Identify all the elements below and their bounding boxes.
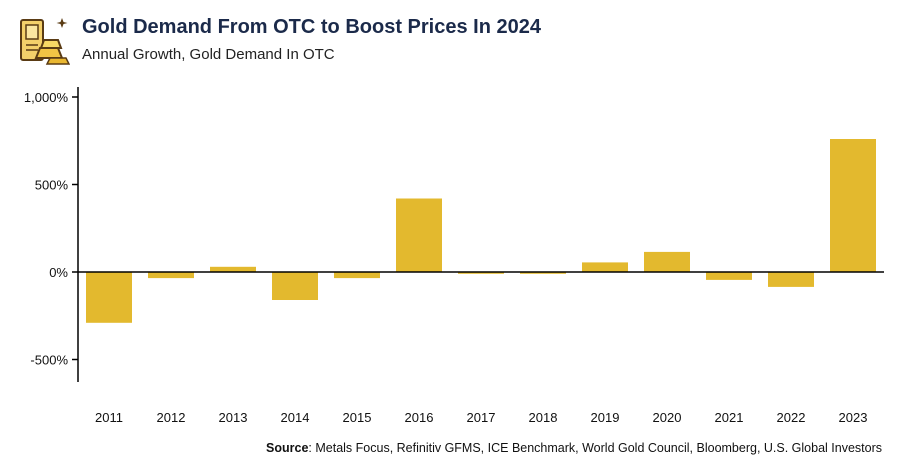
bar-2014 xyxy=(272,272,318,300)
x-tick-label: 2021 xyxy=(715,410,744,425)
y-axis: -500% 0% 500% 1,000% xyxy=(24,87,884,382)
source-label: Source xyxy=(266,441,309,455)
y-tick-label: -500% xyxy=(30,353,68,368)
x-tick-label: 2011 xyxy=(95,410,123,425)
bar-2023 xyxy=(830,139,876,272)
x-tick-label: 2012 xyxy=(157,410,186,425)
x-tick-label: 2018 xyxy=(529,410,558,425)
bar-2013 xyxy=(210,266,256,273)
y-tick-label: 500% xyxy=(35,178,69,193)
bar-2017 xyxy=(458,272,504,274)
bar-2018 xyxy=(520,272,566,274)
bar-2020 xyxy=(644,251,690,272)
bar-2019 xyxy=(582,262,628,272)
bar-2022 xyxy=(768,272,814,287)
x-tick-label: 2013 xyxy=(219,410,248,425)
x-tick-label: 2023 xyxy=(839,410,868,425)
x-tick-label: 2017 xyxy=(467,410,496,425)
y-tick-label: 0% xyxy=(49,265,68,280)
x-axis-labels: 2011 2012 2013 2014 2015 2016 2017 2018 2019 2020… xyxy=(95,410,867,425)
x-tick-label: 2016 xyxy=(405,410,434,425)
page-title: Gold Demand From OTC to Boost Prices In … xyxy=(82,16,541,38)
bar-2015 xyxy=(334,272,380,279)
source-text: : Metals Focus, Refinitiv GFMS, ICE Benc… xyxy=(308,441,882,455)
bar-2021 xyxy=(706,272,752,280)
chart-header: Gold Demand From OTC to Boost Prices In … xyxy=(18,10,898,66)
bar-2016 xyxy=(396,198,442,272)
gold-bars-icon xyxy=(20,18,70,65)
x-tick-label: 2015 xyxy=(343,410,372,425)
x-tick-label: 2014 xyxy=(281,410,310,425)
bar-2011 xyxy=(86,272,132,323)
page-subtitle: Annual Growth, Gold Demand In OTC xyxy=(82,46,335,63)
y-tick-label: 1,000% xyxy=(24,90,69,105)
x-tick-label: 2022 xyxy=(777,410,806,425)
bar-2012 xyxy=(148,272,194,279)
bars-group xyxy=(86,139,876,323)
x-tick-label: 2019 xyxy=(591,410,620,425)
source-note: Source: Metals Focus, Refinitiv GFMS, IC… xyxy=(266,441,882,455)
x-tick-label: 2020 xyxy=(653,410,682,425)
